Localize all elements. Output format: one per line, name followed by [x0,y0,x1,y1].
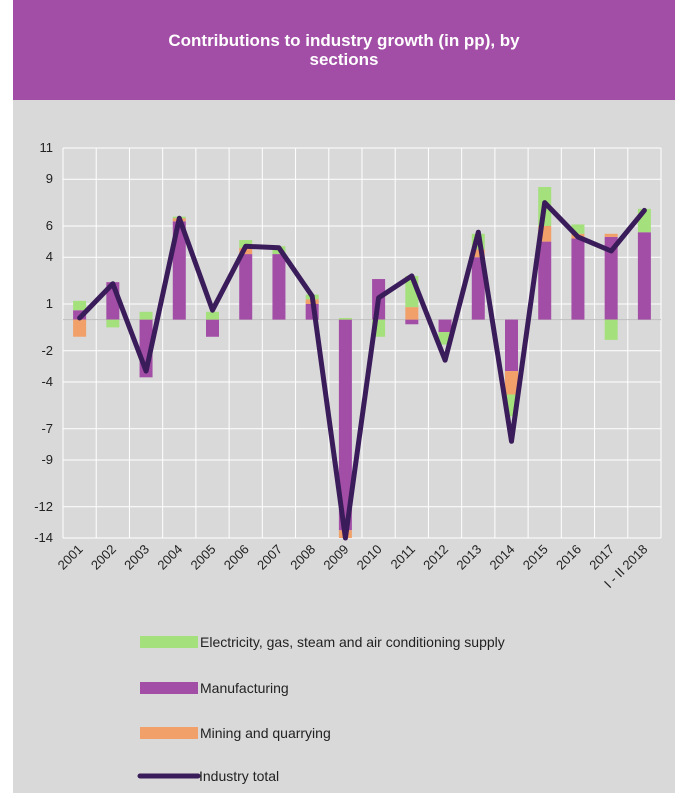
bar-electricity [106,319,120,328]
bar-mining [604,233,618,237]
bar-manufacturing [438,319,452,333]
x-tick-label: 2012 [420,542,451,573]
x-tick-label: 2010 [354,542,385,573]
y-tick-label: 11 [40,140,54,155]
x-tick-label: 2008 [287,542,318,573]
bars-layer [73,187,651,538]
bar-electricity [338,318,352,320]
y-tick-labels: 11 9 6 4 1 -2 -4 -7 -9 -12 -14 [34,140,53,545]
legend-swatch [140,682,198,694]
x-tick-label: 2006 [221,542,252,573]
title-bar: Contributions to industry growth (in pp)… [13,0,675,100]
bar-manufacturing [172,221,186,320]
bar-manufacturing [505,319,518,372]
bar-mining [471,249,485,258]
chart-frame: Contributions to industry growth (in pp)… [13,0,675,793]
x-tick-label: 2001 [55,542,86,573]
bar-manufacturing [604,236,618,320]
y-tick-label: -4 [41,374,53,389]
line-layer [77,200,647,541]
bar-electricity [604,319,618,340]
x-tick-label: 2002 [88,542,119,573]
y-tick-label: -7 [41,421,53,436]
y-tick-label: -2 [41,343,53,358]
bar-mining [405,307,419,320]
bar-manufacturing [637,232,651,320]
legend-swatch [140,636,198,648]
bar-manufacturing [571,238,585,320]
x-tick-label: 2016 [553,542,584,573]
legend: Electricity, gas, steam and air conditio… [137,634,505,784]
x-tick-label: 2014 [487,542,518,573]
y-tick-label: 6 [46,218,53,233]
bar-manufacturing [206,319,219,337]
bar-mining [73,319,87,337]
legend-label: Electricity, gas, steam and air conditio… [200,634,505,650]
legend-label: Manufacturing [200,680,289,696]
grid-lines [62,147,662,539]
x-tick-label: 2009 [320,542,351,573]
y-tick-label: -9 [41,452,53,467]
y-tick-label: 4 [46,249,53,264]
x-tick-label: 2015 [520,542,551,573]
x-tick-labels: 2001 2002 2003 2004 2005 2006 2007 2008 2009 2010… [55,542,651,591]
legend-label: Industry total [199,768,279,784]
x-tick-label: 2013 [453,542,484,573]
y-tick-label: -14 [34,530,53,545]
y-tick-label: 9 [46,171,53,186]
bar-manufacturing [338,319,352,531]
bar-electricity [73,300,87,311]
y-tick-label: -12 [34,499,53,514]
x-tick-label: 2004 [154,542,185,573]
x-tick-label: 2003 [121,542,152,573]
bar-manufacturing [239,254,253,320]
bar-manufacturing [272,254,286,320]
bar-manufacturing [405,319,419,325]
line-industry-total [77,200,647,541]
chart-title: Contributions to industry growth (in pp)… [168,31,520,69]
bar-electricity [139,311,153,320]
x-tick-label: 2011 [388,542,418,572]
x-tick-label: 2005 [188,542,219,573]
legend-swatch [140,727,198,739]
legend-label: Mining and quarrying [200,725,331,741]
bar-electricity [571,224,585,234]
bar-mining [505,371,518,395]
bar-manufacturing [538,241,552,320]
x-tick-label: 2007 [254,542,285,573]
bar-manufacturing [471,257,485,320]
bar-electricity [206,311,219,320]
y-tick-label: 1 [46,296,53,311]
